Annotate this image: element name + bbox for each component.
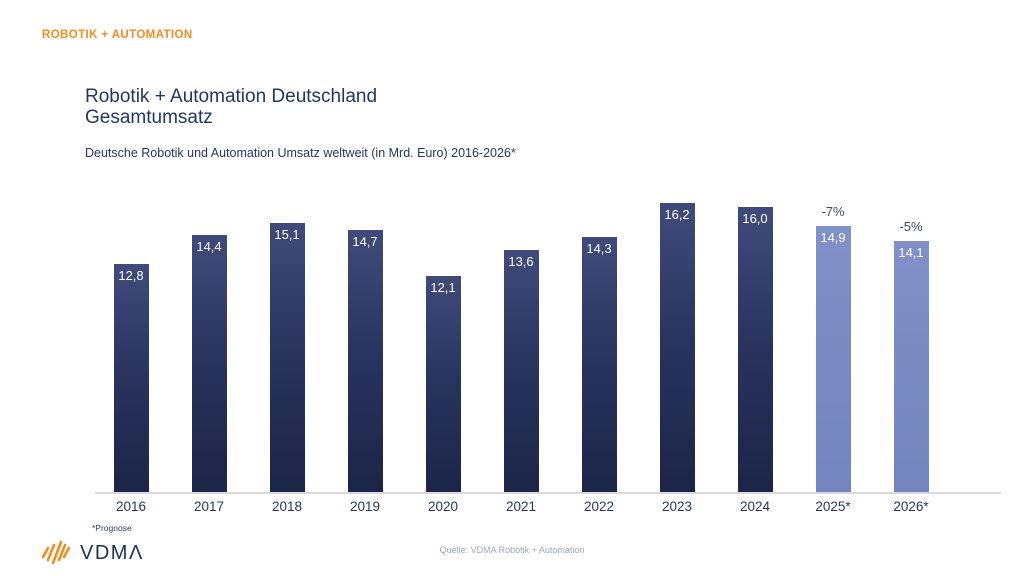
chart-title-line1: Robotik + Automation Deutschland — [85, 86, 378, 107]
bar-value-label: 14,7 — [352, 234, 378, 249]
bar-value-label: 16,2 — [664, 207, 690, 222]
x-axis-label: 2017 — [193, 499, 225, 514]
x-axis-label: 2020 — [427, 499, 459, 514]
vdma-logo-mark — [41, 540, 71, 565]
bar: 14,1 — [893, 241, 929, 493]
bar-value-label: 14,9 — [820, 230, 846, 245]
bar-chart: 12,8 14,4 15,1 14,7 12,1 13,6 14 — [92, 190, 952, 493]
bar-group: -5% 14,1 — [872, 190, 950, 493]
chart-title-line2: Gesamtumsatz — [85, 107, 213, 128]
bar: 16,2 — [659, 203, 695, 493]
bar: 12,1 — [425, 276, 461, 493]
chart-subtitle: Deutsche Robotik und Automation Umsatz w… — [85, 146, 516, 160]
bar-value-label: 15,1 — [274, 227, 300, 242]
bar-group: 12,1 — [404, 190, 482, 493]
x-axis-label: 2024 — [739, 499, 771, 514]
bar-group: -7% 14,9 — [794, 190, 872, 493]
bar-value-label: 14,4 — [196, 239, 222, 254]
footnote-prognose: *Prognose — [92, 523, 132, 533]
bar-group: 14,4 — [170, 190, 248, 493]
bar-group: 13,6 — [482, 190, 560, 493]
bar: 14,9 — [815, 226, 851, 493]
slide-eyebrow: ROBOTIK + AUTOMATION — [42, 29, 193, 41]
vdma-logo: VDMΛ — [40, 538, 144, 568]
bar-value-label: 12,8 — [118, 268, 144, 283]
x-axis-label: 2016 — [115, 499, 147, 514]
bar: 13,6 — [503, 250, 539, 493]
chart-title: Robotik + Automation Deutschland Gesamtu… — [85, 86, 377, 128]
x-axis-label: 2022 — [583, 499, 615, 514]
bar-change-label: -5% — [899, 219, 923, 234]
bar-value-label: 13,6 — [508, 254, 534, 269]
bar-group: 15,1 — [248, 190, 326, 493]
x-axis-label: 2019 — [349, 499, 381, 514]
bar: 12,8 — [113, 264, 149, 493]
x-axis-label: 2026* — [893, 499, 929, 514]
bar: 14,4 — [191, 235, 227, 493]
bar: 16,0 — [737, 207, 773, 493]
bar-value-label: 16,0 — [742, 211, 768, 226]
bar-group: 14,7 — [326, 190, 404, 493]
bar-group: 16,0 — [716, 190, 794, 493]
bar: 15,1 — [269, 223, 305, 493]
bar-change-label: -7% — [821, 204, 845, 219]
bar-value-label: 14,1 — [898, 245, 924, 260]
bar: 14,3 — [581, 237, 617, 493]
x-axis-label: 2023 — [661, 499, 693, 514]
x-axis-label: 2021 — [505, 499, 537, 514]
x-axis-label: 2018 — [271, 499, 303, 514]
source-caption: Quelle: VDMA Robotik + Automation — [439, 545, 585, 555]
bar-group: 16,2 — [638, 190, 716, 493]
bar-value-label: 12,1 — [430, 280, 456, 295]
x-axis-label: 2025* — [815, 499, 851, 514]
x-axis-baseline — [95, 492, 1001, 494]
x-axis: 2016 2017 2018 2019 2020 2021 2022 2023 2024 2025… — [92, 499, 950, 514]
vdma-logo-text: VDMΛ — [80, 541, 144, 564]
bar-group: 14,3 — [560, 190, 638, 493]
bar-value-label: 14,3 — [586, 241, 612, 256]
bar-group: 12,8 — [92, 190, 170, 493]
bar: 14,7 — [347, 230, 383, 493]
